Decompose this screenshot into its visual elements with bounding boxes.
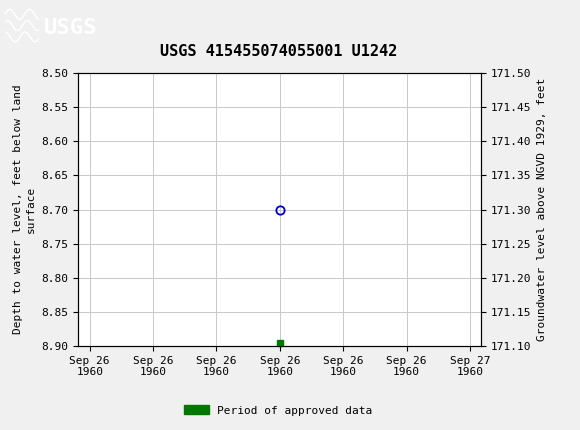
Y-axis label: Depth to water level, feet below land
surface: Depth to water level, feet below land su… (13, 85, 36, 335)
Legend: Period of approved data: Period of approved data (180, 401, 377, 420)
Text: USGS 415455074055001 U1242: USGS 415455074055001 U1242 (160, 44, 397, 59)
Text: USGS: USGS (44, 18, 97, 38)
Y-axis label: Groundwater level above NGVD 1929, feet: Groundwater level above NGVD 1929, feet (537, 78, 547, 341)
